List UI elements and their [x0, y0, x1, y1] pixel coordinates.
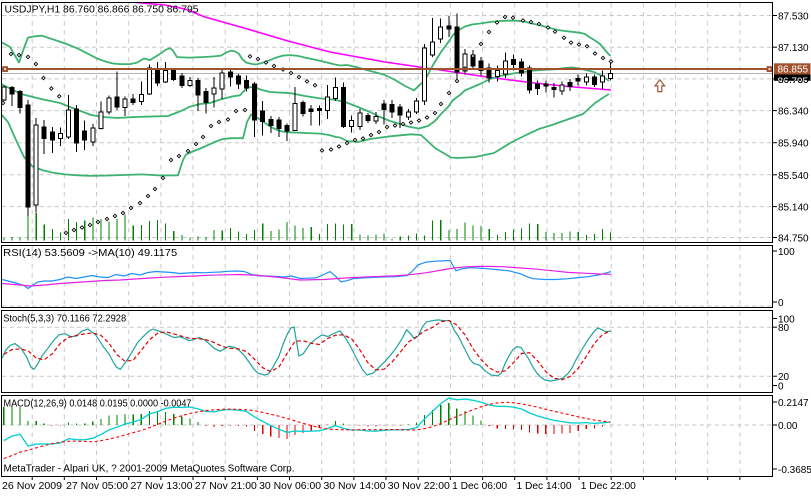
- svg-text:1 Dec 06:00: 1 Dec 06:00: [452, 481, 507, 492]
- svg-text:86.795: 86.795: [778, 76, 809, 87]
- svg-text:85.140: 85.140: [778, 203, 809, 214]
- svg-text:86.340: 86.340: [778, 107, 809, 118]
- svg-text:86.855: 86.855: [778, 65, 809, 76]
- svg-text:0.00: 0.00: [778, 421, 798, 432]
- svg-text:30 Nov 14:00: 30 Nov 14:00: [324, 481, 386, 492]
- svg-text:85.540: 85.540: [778, 171, 809, 182]
- svg-text:MetaTrader - Alpari UK, ? 2001: MetaTrader - Alpari UK, ? 2001-2009 Meta…: [4, 464, 295, 475]
- svg-text:84.750: 84.750: [778, 234, 809, 245]
- svg-text:26 Nov 2009: 26 Nov 2009: [2, 481, 62, 492]
- svg-text:27 Nov 05:00: 27 Nov 05:00: [66, 481, 128, 492]
- svg-text:0.2147: 0.2147: [778, 398, 809, 409]
- svg-text:100: 100: [778, 315, 795, 326]
- svg-text:27 Nov 13:00: 27 Nov 13:00: [131, 481, 193, 492]
- svg-text:Stoch(5,3,3) 70.1166 72.2928: Stoch(5,3,3) 70.1166 72.2928: [3, 313, 126, 325]
- svg-text:30 Nov 06:00: 30 Nov 06:00: [259, 481, 321, 492]
- svg-text:85.940: 85.940: [778, 139, 809, 150]
- svg-text:27 Nov 21:00: 27 Nov 21:00: [195, 481, 257, 492]
- svg-text:0: 0: [778, 298, 784, 309]
- svg-text:USDJPY,H1 86.760 86.866 86.75: USDJPY,H1 86.760 86.866 86.750 86.795: [5, 4, 199, 16]
- svg-text:100: 100: [778, 247, 795, 258]
- svg-text:87.130: 87.130: [778, 43, 809, 54]
- svg-text:0: 0: [778, 382, 784, 393]
- svg-text:-0.3685: -0.3685: [778, 465, 811, 476]
- svg-text:20: 20: [778, 372, 790, 383]
- svg-text:1 Dec 22:00: 1 Dec 22:00: [581, 481, 636, 492]
- svg-text:RSI(14) 53.5609 ->MA(10) 49.1: RSI(14) 53.5609 ->MA(10) 49.1175: [3, 247, 177, 259]
- svg-text:87.530: 87.530: [778, 12, 809, 23]
- svg-text:30 Nov 22:00: 30 Nov 22:00: [388, 481, 450, 492]
- svg-text:80: 80: [778, 323, 790, 334]
- svg-text:MACD(12,26,9) 0.0148 0.0195 0.: MACD(12,26,9) 0.0148 0.0195 0.0000 -0.00…: [4, 398, 192, 410]
- svg-text:1 Dec 14:00: 1 Dec 14:00: [517, 481, 572, 492]
